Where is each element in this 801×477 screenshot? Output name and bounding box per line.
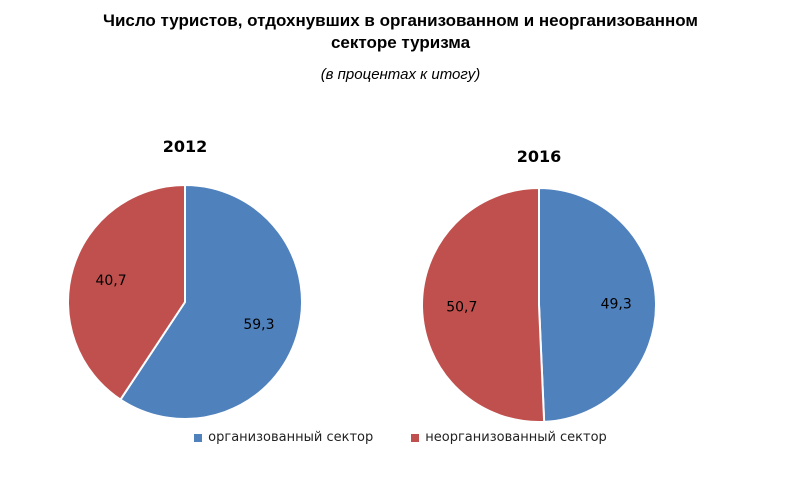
legend-item-organized: организованный сектор <box>194 430 373 445</box>
pie-title-2012: 2012 <box>163 137 208 156</box>
legend-item-unorganized: неорганизованный сектор <box>411 430 607 445</box>
pie-slice-2016-unorganized <box>421 186 546 423</box>
legend-label-unorganized: неорганизованный сектор <box>425 430 607 445</box>
pie-slice-2016-organized <box>538 186 657 423</box>
page-subtitle: (в процентах к итогу) <box>320 66 481 83</box>
legend-swatch-unorganized <box>411 433 420 442</box>
pie-label-2016-unorganized: 50,7 <box>446 300 477 316</box>
pie-label-2012-organized: 59,3 <box>243 317 274 333</box>
page-title: Число туристов, отдохнувших в организова… <box>103 11 698 52</box>
pie-slice-2012-unorganized <box>67 183 186 401</box>
pie-slice-2012-organized <box>119 183 303 420</box>
pie-label-2012-unorganized: 40,7 <box>95 273 126 289</box>
legend-swatch-organized <box>194 433 203 442</box>
legend: организованный сектор неорганизованный с… <box>0 430 801 445</box>
legend-label-organized: организованный сектор <box>208 430 374 445</box>
pie-label-2016-organized: 49,3 <box>601 296 632 312</box>
pie-title-2016: 2016 <box>517 147 562 166</box>
